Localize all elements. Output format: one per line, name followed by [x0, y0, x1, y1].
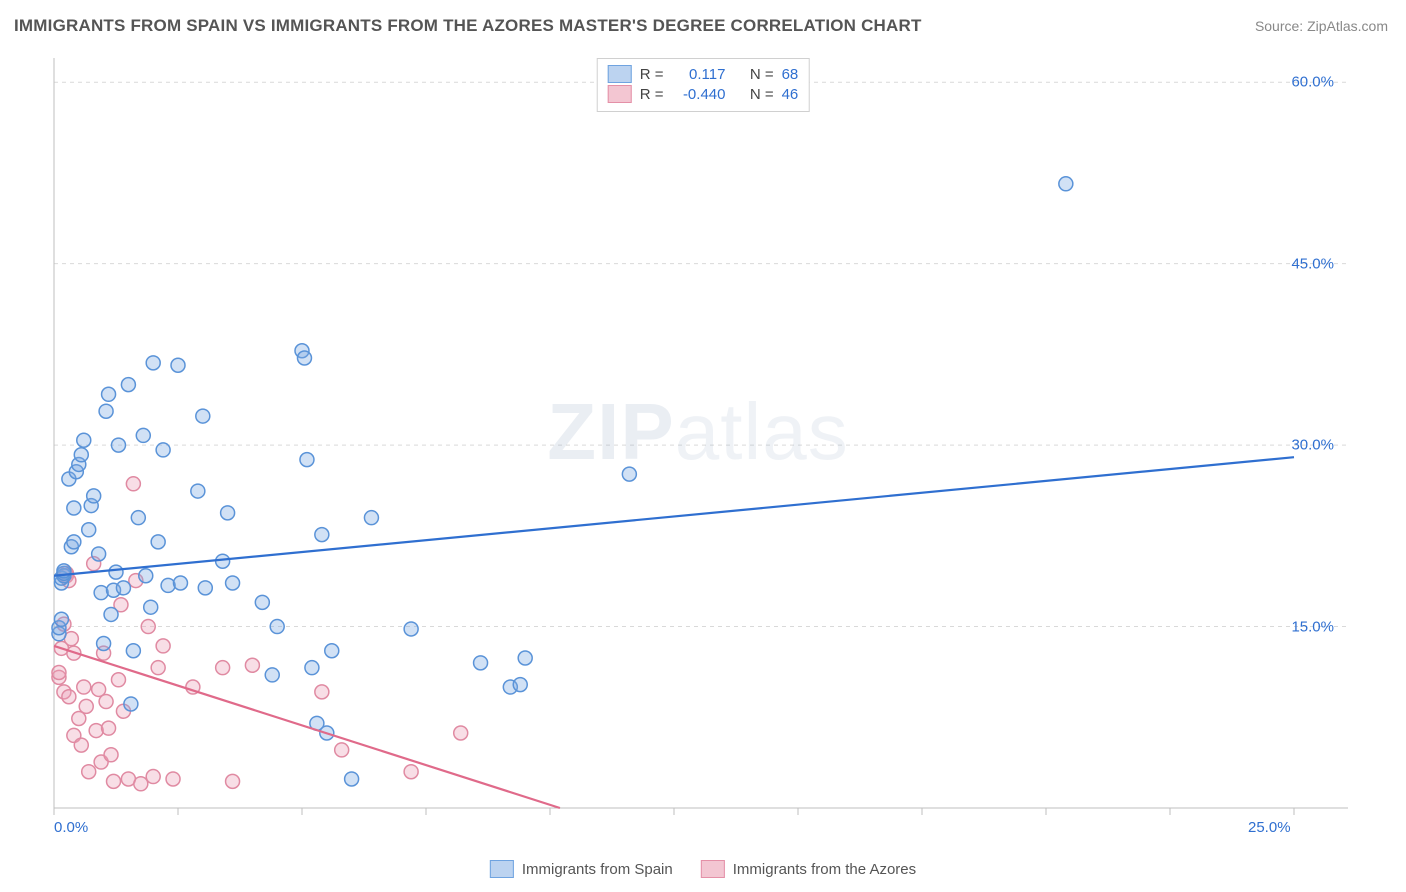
legend-swatch-icon	[608, 85, 632, 103]
x-tick-label: 25.0%	[1248, 819, 1291, 836]
n-value: 46	[782, 86, 799, 103]
legend-swatch-icon	[490, 860, 514, 878]
chart-title: IMMIGRANTS FROM SPAIN VS IMMIGRANTS FROM…	[14, 16, 922, 36]
correlation-legend-row: R = -0.440 N = 46	[608, 85, 799, 103]
series-legend: Immigrants from Spain Immigrants from the…	[490, 860, 916, 878]
legend-swatch-icon	[608, 65, 632, 83]
scatter-plot-svg	[48, 58, 1348, 838]
y-tick-label: 15.0%	[1291, 618, 1334, 635]
r-label: R =	[640, 66, 664, 83]
series-legend-item: Immigrants from the Azores	[701, 860, 916, 878]
correlation-legend-row: R = 0.117 N = 68	[608, 65, 799, 83]
source-prefix: Source:	[1255, 18, 1307, 34]
series-legend-label: Immigrants from the Azores	[733, 861, 916, 878]
r-value: -0.440	[671, 86, 725, 103]
series-legend-label: Immigrants from Spain	[522, 861, 673, 878]
source-name: ZipAtlas.com	[1307, 18, 1388, 34]
series-legend-item: Immigrants from Spain	[490, 860, 673, 878]
legend-swatch-icon	[701, 860, 725, 878]
y-tick-label: 45.0%	[1291, 255, 1334, 272]
correlation-legend: R = 0.117 N = 68 R = -0.440 N = 46	[597, 58, 810, 112]
n-value: 68	[782, 66, 799, 83]
r-value: 0.117	[671, 66, 725, 83]
y-tick-label: 60.0%	[1291, 74, 1334, 91]
plot-area: ZIPatlas 15.0%30.0%45.0%60.0%0.0%25.0%	[48, 58, 1348, 838]
n-label: N =	[750, 86, 774, 103]
source-attribution: Source: ZipAtlas.com	[1255, 18, 1388, 34]
r-label: R =	[640, 86, 664, 103]
x-tick-label: 0.0%	[54, 819, 88, 836]
n-label: N =	[750, 66, 774, 83]
chart-container: IMMIGRANTS FROM SPAIN VS IMMIGRANTS FROM…	[0, 0, 1406, 892]
y-tick-label: 30.0%	[1291, 437, 1334, 454]
